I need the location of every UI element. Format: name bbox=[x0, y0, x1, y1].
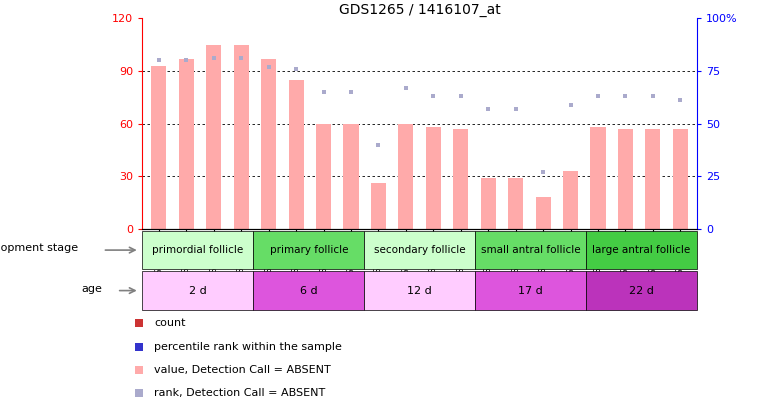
Bar bbox=[645, 129, 661, 229]
Text: primordial follicle: primordial follicle bbox=[152, 245, 243, 255]
Bar bbox=[586, 231, 697, 269]
Text: rank, Detection Call = ABSENT: rank, Detection Call = ABSENT bbox=[154, 388, 325, 399]
Text: percentile rank within the sample: percentile rank within the sample bbox=[154, 342, 342, 352]
Bar bbox=[480, 178, 496, 229]
Text: large antral follicle: large antral follicle bbox=[592, 245, 691, 255]
Text: secondary follicle: secondary follicle bbox=[374, 245, 465, 255]
Bar bbox=[261, 59, 276, 229]
Text: 22 d: 22 d bbox=[629, 286, 654, 296]
Text: age: age bbox=[82, 284, 102, 294]
Bar bbox=[508, 178, 524, 229]
Bar bbox=[234, 45, 249, 229]
Text: 17 d: 17 d bbox=[518, 286, 543, 296]
Bar bbox=[475, 271, 586, 310]
Bar bbox=[289, 80, 303, 229]
Bar bbox=[316, 124, 331, 229]
Bar bbox=[591, 127, 605, 229]
Text: development stage: development stage bbox=[0, 243, 79, 253]
Title: GDS1265 / 1416107_at: GDS1265 / 1416107_at bbox=[339, 3, 500, 17]
Bar bbox=[364, 231, 475, 269]
Text: 12 d: 12 d bbox=[407, 286, 432, 296]
Bar bbox=[152, 66, 166, 229]
Bar bbox=[364, 271, 475, 310]
Bar bbox=[475, 231, 586, 269]
Bar bbox=[426, 127, 441, 229]
Bar bbox=[398, 124, 413, 229]
Bar bbox=[454, 129, 468, 229]
Bar bbox=[563, 171, 578, 229]
Bar bbox=[253, 271, 364, 310]
Bar bbox=[673, 129, 688, 229]
Bar bbox=[206, 45, 221, 229]
Bar bbox=[536, 197, 551, 229]
Text: 6 d: 6 d bbox=[300, 286, 317, 296]
Text: small antral follicle: small antral follicle bbox=[480, 245, 581, 255]
Bar bbox=[371, 183, 386, 229]
Bar bbox=[142, 231, 253, 269]
Bar bbox=[253, 231, 364, 269]
Text: 2 d: 2 d bbox=[189, 286, 207, 296]
Text: primary follicle: primary follicle bbox=[270, 245, 348, 255]
Bar bbox=[343, 124, 359, 229]
Bar bbox=[586, 271, 697, 310]
Bar bbox=[179, 59, 194, 229]
Bar bbox=[142, 271, 253, 310]
Bar bbox=[618, 129, 633, 229]
Text: count: count bbox=[154, 318, 186, 328]
Text: value, Detection Call = ABSENT: value, Detection Call = ABSENT bbox=[154, 365, 331, 375]
